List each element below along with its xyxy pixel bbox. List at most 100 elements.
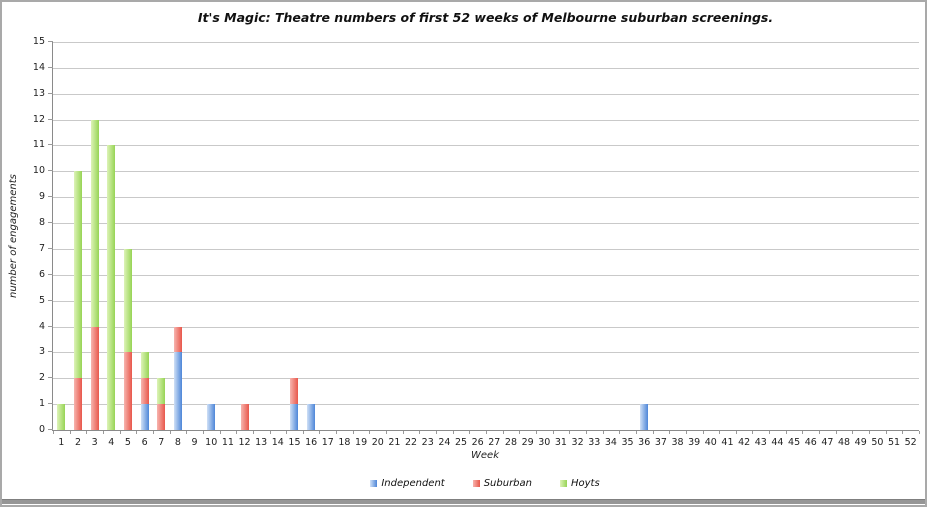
x-axis-tick	[752, 431, 753, 434]
legend-item-suburban: Suburban	[472, 478, 532, 489]
y-axis-title: number of engagements	[8, 174, 19, 298]
x-axis-tick-label: 19	[355, 437, 368, 448]
x-axis-tick-label: 9	[191, 437, 198, 448]
bar-segment-suburban-week-6	[140, 378, 149, 405]
x-axis-tick-label: 40	[704, 437, 717, 448]
y-axis-tick	[48, 66, 53, 68]
chart-title: It's Magic: Theatre numbers of first 52 …	[197, 10, 774, 25]
x-axis-tick	[869, 431, 870, 434]
x-axis-tick-label: 11	[221, 437, 234, 448]
x-axis-tick	[619, 431, 620, 434]
y-axis-tick	[48, 299, 53, 301]
x-axis-tick	[486, 431, 487, 434]
y-axis-tick	[48, 222, 53, 224]
legend-swatch-icon	[370, 480, 378, 487]
x-axis-tick-label: 44	[771, 437, 784, 448]
gridline	[53, 42, 919, 43]
x-axis-tick	[503, 431, 504, 434]
y-axis-tick	[48, 196, 53, 198]
x-axis-tick-label: 35	[621, 437, 634, 448]
y-axis-tick-label: 9	[38, 191, 45, 203]
x-axis-tick	[536, 431, 537, 434]
x-axis-tick	[836, 431, 837, 434]
x-axis-tick-label: 28	[504, 437, 518, 448]
y-axis-tick-label: 0	[38, 424, 45, 435]
x-axis-tick-label: 29	[521, 437, 534, 448]
y-axis-tick-label: 7	[38, 242, 45, 254]
x-axis-tick-label: 50	[871, 437, 884, 448]
y-axis-tick-label: 13	[32, 87, 45, 99]
bar-segment-suburban-week-12	[240, 404, 249, 430]
x-axis-tick	[886, 431, 887, 434]
bar-segment-independent-week-10	[207, 404, 216, 430]
x-axis-tick	[136, 431, 137, 434]
x-axis-tick-label: 12	[238, 437, 251, 448]
bar-segment-independent-week-16	[307, 404, 316, 430]
gridline	[53, 67, 919, 69]
x-axis-tick-label: 43	[754, 437, 767, 448]
y-axis-tick-label: 4	[38, 320, 45, 332]
gridline	[53, 378, 919, 380]
y-axis-tick	[48, 351, 53, 353]
x-axis-tick-label: 21	[388, 437, 401, 448]
y-axis-tick-label: 8	[38, 217, 45, 229]
y-axis-tick	[48, 325, 53, 327]
x-axis-tick-label: 10	[205, 437, 218, 448]
bar-segment-hoyts-week-2	[73, 171, 82, 379]
x-axis-tick	[236, 431, 237, 434]
x-axis-tick	[153, 431, 154, 434]
x-axis-tick-label: 17	[321, 437, 334, 448]
x-axis-tick-label: 5	[124, 437, 131, 448]
x-axis-tick-label: 23	[421, 437, 434, 448]
bar-segment-independent-week-36	[640, 404, 649, 430]
x-axis-tick-label: 15	[288, 437, 301, 448]
bar-segment-hoyts-week-7	[157, 378, 166, 405]
legend-item-hoyts: Hoyts	[560, 478, 600, 489]
legend-label: Suburban	[483, 478, 532, 489]
x-axis-tick-label: 26	[471, 437, 484, 448]
x-axis-tick-label: 45	[788, 437, 801, 448]
legend-label: Hoyts	[571, 478, 600, 489]
window-bottom-edge	[2, 499, 925, 504]
x-axis-tick-label: 16	[305, 437, 318, 448]
x-axis-tick-label: 8	[174, 437, 181, 448]
x-axis-tick	[736, 431, 737, 434]
x-axis-tick-label: 48	[838, 437, 851, 448]
bar-segment-hoyts-week-1	[57, 404, 66, 430]
y-axis-tick-label: 14	[32, 61, 45, 73]
x-axis-tick	[553, 431, 554, 434]
x-axis-tick	[170, 431, 171, 434]
bar-segment-suburban-week-3	[90, 326, 99, 430]
x-axis-tick	[852, 431, 853, 434]
bar-segment-suburban-week-15	[290, 378, 299, 405]
x-axis-tick	[369, 431, 370, 434]
x-axis-tick-label: 24	[438, 437, 451, 448]
x-axis-tick	[319, 431, 320, 434]
x-axis-tick	[403, 431, 404, 434]
bar-segment-independent-week-6	[140, 404, 149, 430]
y-axis-tick	[48, 377, 53, 379]
x-axis-tick	[703, 431, 704, 434]
x-axis-tick-label: 13	[255, 437, 268, 448]
bar-segment-suburban-week-5	[123, 352, 132, 430]
y-axis-tick-label: 2	[38, 372, 45, 384]
x-axis-tick	[353, 431, 354, 434]
x-axis-tick	[303, 431, 304, 434]
gridline	[53, 197, 919, 199]
bar-segment-independent-week-8	[173, 352, 182, 430]
x-axis-tick-label: 38	[671, 437, 684, 448]
gridline	[53, 119, 919, 121]
x-axis-tick-label: 18	[338, 437, 351, 448]
x-axis-tick-label: 7	[158, 437, 165, 448]
bar-segment-independent-week-15	[290, 404, 299, 430]
legend-swatch-icon	[560, 480, 567, 487]
x-axis-tick	[86, 431, 87, 434]
x-axis-tick-label: 49	[854, 437, 867, 448]
y-axis-tick	[48, 403, 53, 405]
gridline	[53, 326, 919, 328]
y-axis-tick	[48, 273, 53, 275]
x-axis-tick-label: 51	[887, 437, 901, 448]
bar-segment-hoyts-week-5	[123, 248, 132, 353]
x-axis-tick-label: 32	[571, 437, 584, 448]
